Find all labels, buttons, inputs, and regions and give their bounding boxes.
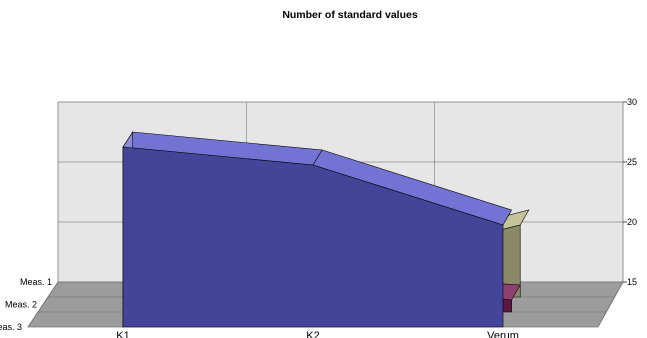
x-tick-label: Verum <box>487 330 519 338</box>
chart-series-areas <box>122 130 530 329</box>
y-tick-label: 25 <box>627 157 637 167</box>
x-tick-label: K2 <box>306 330 319 338</box>
y-tick-label: 15 <box>627 277 637 287</box>
y-tick-label: 20 <box>627 217 637 227</box>
area-front-face <box>122 146 504 328</box>
x-tick-label: K1 <box>116 330 129 338</box>
chart-title: Number of standard values <box>282 9 418 21</box>
depth-tick-label: Meas. 3 <box>0 322 22 332</box>
chart-axis-ticks: 15 20 25 30 K1 K2 Verum Meas. 1 Meas. 2 Meas. 3 <box>0 97 637 338</box>
floor-gridline <box>597 281 624 328</box>
floor-gridline <box>27 281 59 328</box>
depth-tick-label: Meas. 1 <box>20 277 52 287</box>
depth-tick-label: Meas. 2 <box>5 300 37 310</box>
y-tick-label: 30 <box>627 97 637 107</box>
area-series-1 <box>122 130 513 329</box>
